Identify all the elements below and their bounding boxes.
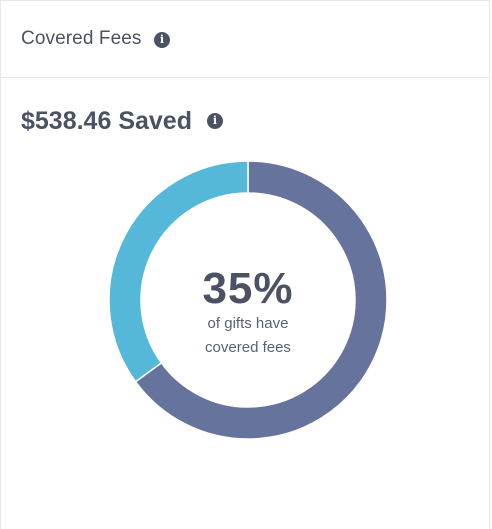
donut-svg [108, 160, 388, 440]
caption-line-1: of gifts have [207, 315, 289, 332]
donut-segment-not-covered [134, 160, 388, 440]
card-header: Covered Fees i [1, 0, 489, 78]
info-icon[interactable]: i [154, 32, 170, 48]
donut-segment-covered [108, 160, 249, 383]
saved-info-icon[interactable]: i [207, 113, 223, 129]
caption-line-2: covered fees [205, 339, 291, 356]
donut-chart: 35% of gifts have covered fees [108, 160, 388, 440]
top-divider [1, 0, 489, 1]
covered-percent: 35% [202, 264, 294, 313]
card-title: Covered Fees [21, 28, 142, 49]
saved-amount: $538.46 Saved [21, 107, 192, 135]
